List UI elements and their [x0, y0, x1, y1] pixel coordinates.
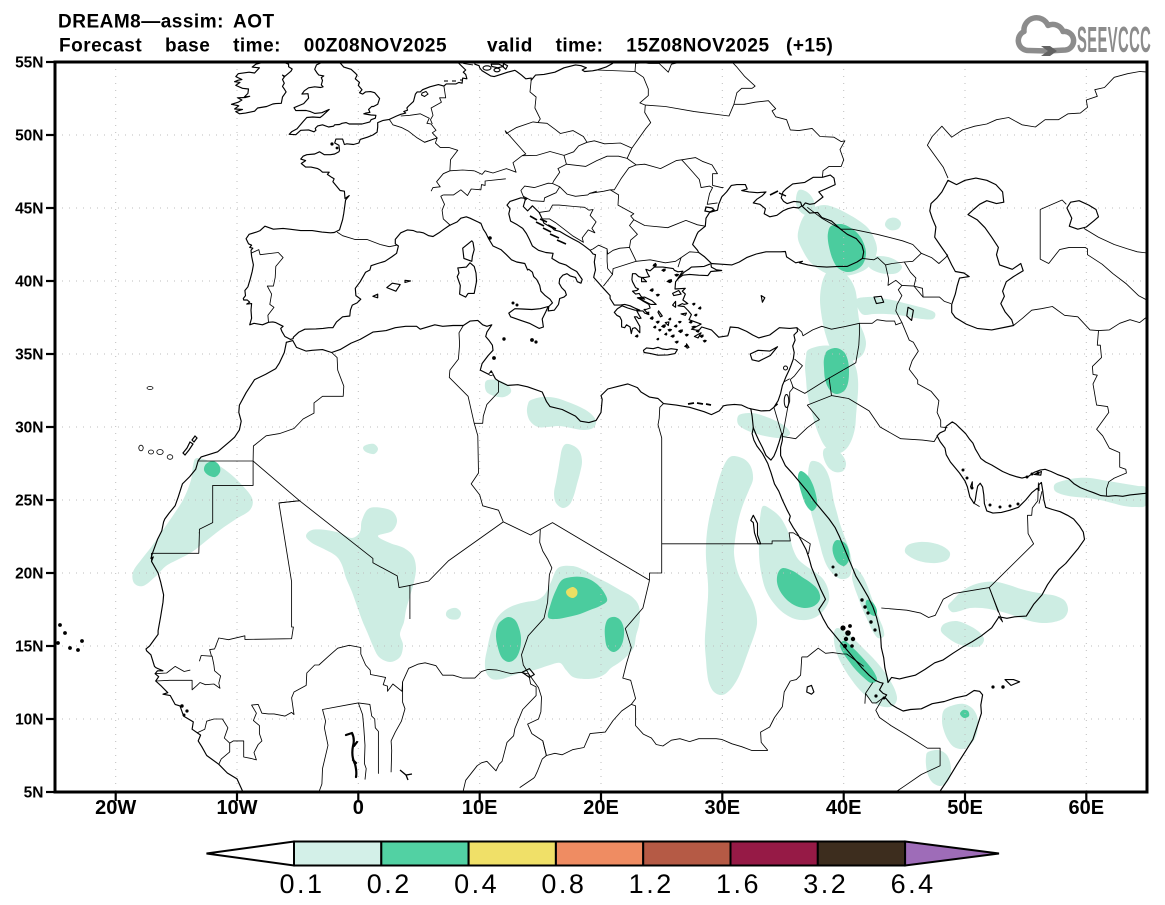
svg-text:Forecast base time: 00Z08NOV20: Forecast base time: 00Z08NOV2025 — [59, 36, 447, 57]
svg-text:15N: 15N — [15, 639, 43, 656]
svg-text:10E: 10E — [462, 797, 498, 819]
svg-text:60E: 60E — [1069, 797, 1105, 819]
svg-text:valid time: 15Z08NOV2025: valid time: 15Z08NOV2025 — [487, 36, 770, 57]
svg-text:35N: 35N — [15, 347, 43, 364]
svg-text:0.2: 0.2 — [367, 869, 412, 899]
svg-text:30N: 30N — [15, 420, 43, 437]
svg-text:50E: 50E — [947, 797, 983, 819]
svg-text:SEEVCCC: SEEVCCC — [1077, 19, 1151, 60]
svg-text:DREAM8—assim: AOT: DREAM8—assim: AOT — [58, 12, 275, 33]
svg-text:40E: 40E — [826, 797, 862, 819]
svg-text:40N: 40N — [15, 274, 43, 291]
svg-text:30E: 30E — [705, 797, 741, 819]
svg-text:25N: 25N — [15, 493, 43, 510]
svg-text:55N: 55N — [15, 55, 43, 72]
svg-text:1.6: 1.6 — [716, 869, 761, 899]
svg-text:(+15): (+15) — [786, 36, 833, 57]
svg-text:45N: 45N — [15, 201, 43, 218]
svg-text:5N: 5N — [24, 785, 44, 802]
svg-text:20E: 20E — [583, 797, 619, 819]
svg-text:3.2: 3.2 — [803, 869, 848, 899]
svg-text:50N: 50N — [15, 128, 43, 145]
svg-text:0.8: 0.8 — [541, 869, 586, 899]
svg-text:1.2: 1.2 — [629, 869, 674, 899]
svg-text:0: 0 — [353, 797, 364, 819]
svg-text:10N: 10N — [15, 712, 43, 729]
svg-text:10W: 10W — [216, 797, 257, 819]
svg-text:20N: 20N — [15, 566, 43, 583]
svg-text:6.4: 6.4 — [891, 869, 936, 899]
svg-text:0.4: 0.4 — [454, 869, 499, 899]
svg-text:0.1: 0.1 — [279, 869, 324, 899]
svg-text:20W: 20W — [95, 797, 136, 819]
